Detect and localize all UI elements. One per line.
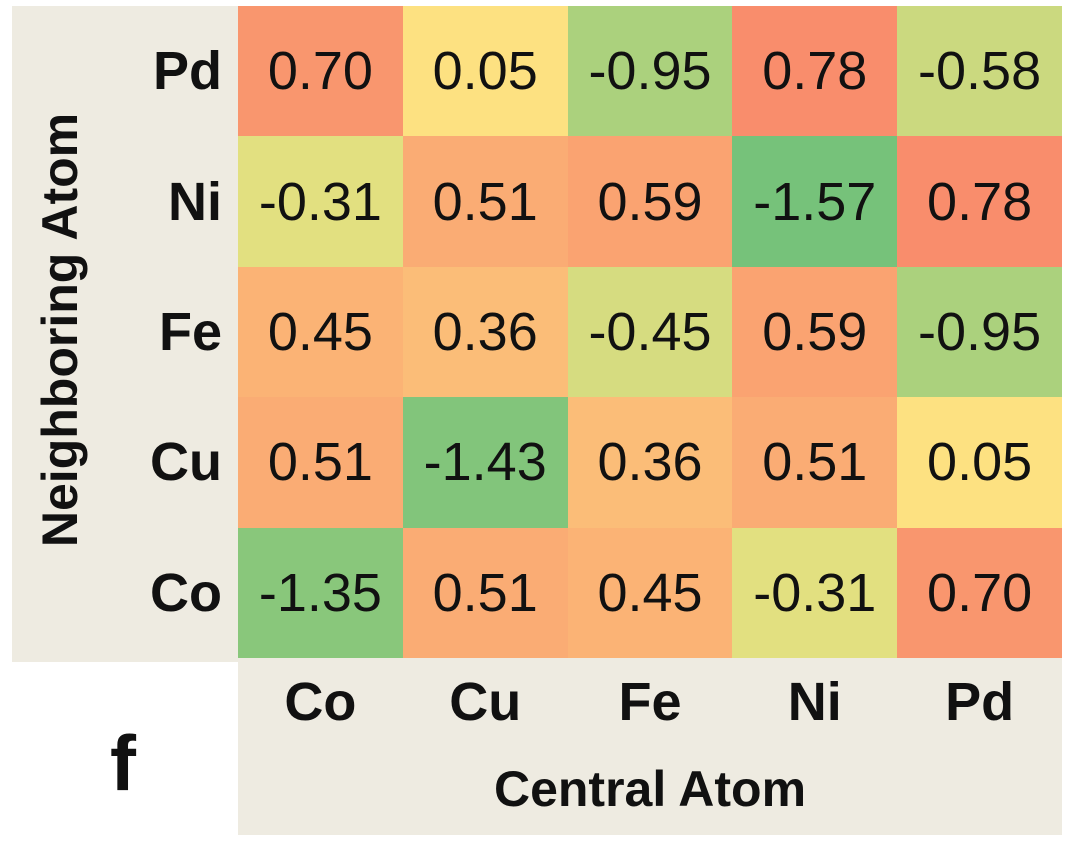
x-tick-label: Fe [618, 672, 682, 732]
x-tick-label: Cu [449, 672, 522, 732]
x-tick-label: Pd [945, 672, 1015, 732]
heatmap-cell: 0.78 [732, 6, 898, 137]
heatmap-cell: -0.58 [897, 6, 1062, 137]
heatmap-cell: 0.51 [402, 527, 568, 658]
heatmap-cell: -0.45 [567, 266, 733, 398]
y-axis-background [12, 6, 238, 662]
heatmap-grid: 0.70 0.05 -0.95 0.78 -0.58 -0.31 0.51 0.59 -1.57… [238, 6, 1062, 658]
heatmap-cell: 0.36 [402, 266, 568, 398]
panel-label: f [110, 719, 136, 807]
heatmap-cell: -0.95 [567, 6, 733, 137]
y-tick-label: Cu [150, 432, 222, 493]
y-axis-label: Neighboring Atom [32, 112, 88, 548]
heatmap-cell: -1.43 [402, 397, 568, 528]
x-axis-label: Central Atom [493, 761, 807, 817]
y-tick-label: Co [150, 562, 222, 623]
heatmap-cell: -1.57 [732, 136, 898, 267]
heatmap-cell: 0.51 [402, 136, 568, 267]
heatmap-cell: 0.36 [567, 397, 733, 528]
y-tick-label: Pd [152, 41, 222, 102]
y-tick-label: Fe [158, 302, 222, 362]
heatmap-cell: 0.59 [732, 266, 898, 398]
heatmap-cell: 0.51 [238, 397, 403, 528]
heatmap-cell: 0.78 [897, 136, 1062, 267]
y-tick-label: Ni [168, 171, 222, 232]
heatmap-cell: -0.31 [732, 527, 898, 658]
heatmap-cell: 0.59 [567, 136, 733, 267]
heatmap-cell: 0.05 [402, 6, 568, 137]
heatmap-cell: -0.95 [897, 266, 1062, 398]
heatmap-cell: 0.45 [238, 266, 403, 398]
heatmap-cell: 0.70 [897, 527, 1062, 658]
heatmap-cell: -0.31 [238, 136, 403, 267]
x-tick-label: Ni [787, 672, 842, 732]
heatmap-cell: 0.70 [238, 6, 403, 137]
x-tick-label: Co [284, 672, 357, 732]
heatmap-cell: -1.35 [238, 527, 403, 658]
x-axis-background [238, 658, 1062, 835]
heatmap-cell: 0.45 [567, 527, 733, 658]
heatmap-cell: 0.05 [897, 397, 1062, 528]
heatmap-cell: 0.51 [732, 397, 898, 528]
